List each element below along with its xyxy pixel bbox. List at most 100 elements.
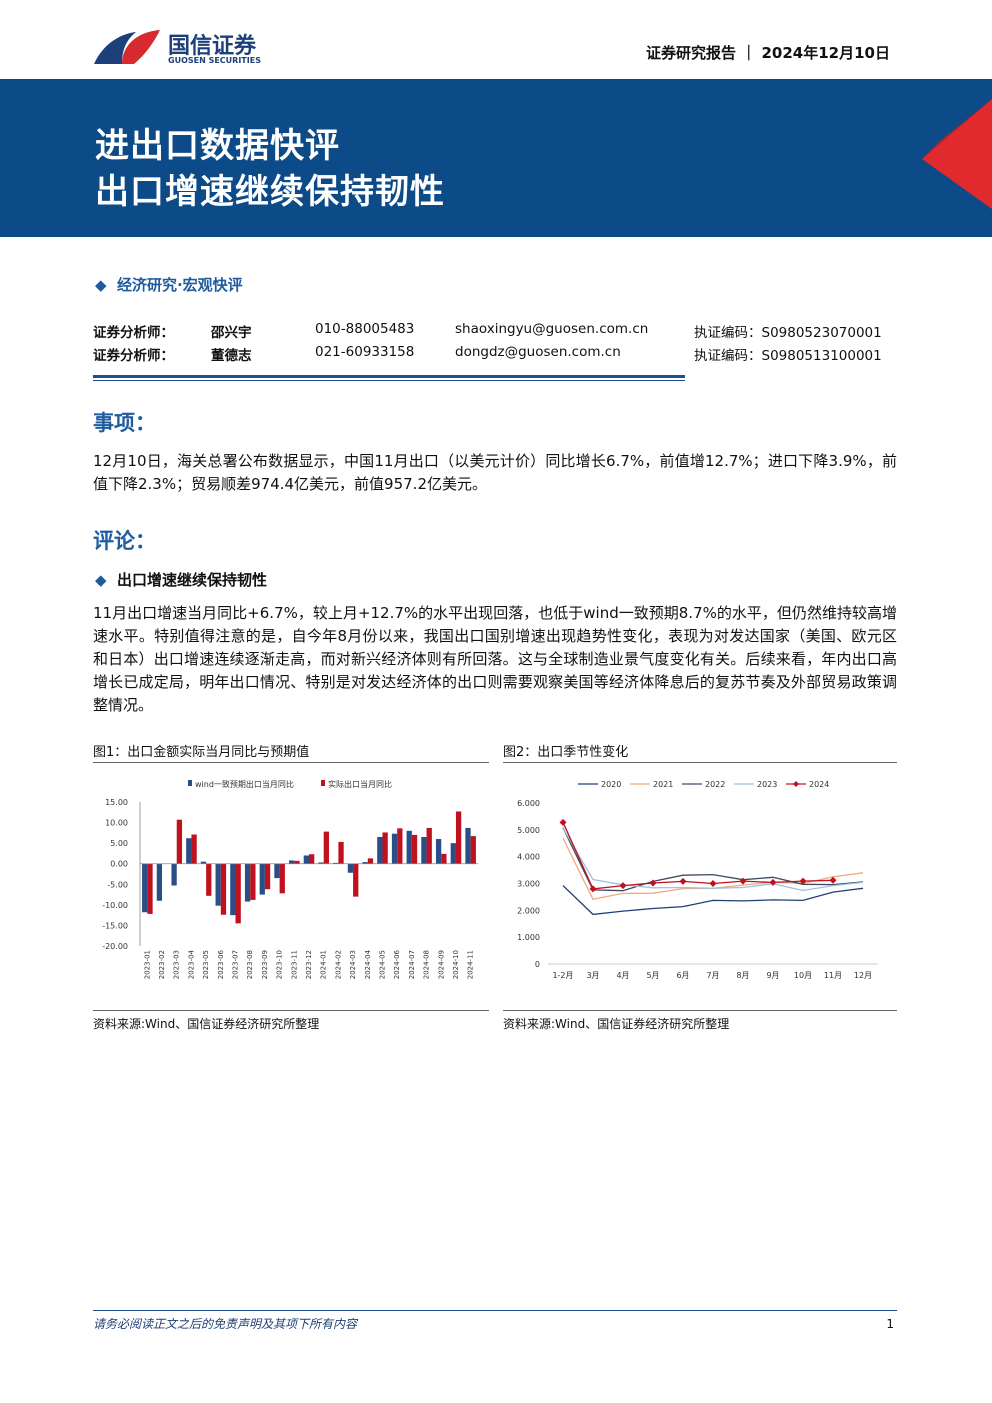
point-marker xyxy=(799,877,807,885)
bar xyxy=(279,863,285,894)
figure-caption: 图2：出口季节性变化 xyxy=(503,745,629,760)
x-tick-label: 2024-08 xyxy=(423,950,431,979)
x-tick-label: 3月 xyxy=(586,971,599,980)
x-tick-label: 12月 xyxy=(854,971,872,980)
bar xyxy=(235,863,241,924)
banner-title: 进出口数据快评 xyxy=(95,126,340,166)
bar xyxy=(244,863,251,902)
point-marker xyxy=(739,877,747,885)
paragraph: 12月10日，海关总署公布数据显示，中国11月出口（以美元计价）同比增长6.7%… xyxy=(93,452,897,493)
series-line xyxy=(562,885,864,916)
y-tick-label: 1.000 xyxy=(517,933,540,942)
report-meta: 证券研究报告 ｜ 2024年12月10日 xyxy=(646,44,890,62)
x-tick-label: 11月 xyxy=(824,971,842,980)
x-tick-label: 2024-06 xyxy=(393,949,401,979)
disclaimer: 请务必阅读正文之后的免责声明及其项下所有内容 xyxy=(93,1317,358,1331)
x-tick-label: 2023-01 xyxy=(143,950,151,979)
series-line xyxy=(562,827,864,892)
category: ◆ 经济研究·宏观快评 xyxy=(95,276,243,294)
rule xyxy=(503,762,897,763)
legend-label: 2024 xyxy=(809,780,829,789)
category-text: 经济研究·宏观快评 xyxy=(116,276,243,294)
analyst-field: dongdz@guosen.com.cn xyxy=(455,344,621,360)
chart: 6.000 5.000 4.000 3.000 2.000 1.000 0 2020 2021 2… xyxy=(517,780,878,980)
point-marker xyxy=(589,885,597,893)
x-tick-label: 2023-08 xyxy=(246,950,254,979)
x-tick-label: 2023-05 xyxy=(202,950,210,979)
rule xyxy=(93,1310,897,1311)
legend-label: 实际出口当月同比 xyxy=(328,779,392,789)
bar xyxy=(411,834,418,864)
point-marker xyxy=(709,880,717,887)
legend-label: 2021 xyxy=(653,780,673,789)
analyst-field: 邵兴宇 xyxy=(211,325,252,341)
y-tick-label: 6.000 xyxy=(517,799,540,808)
bar xyxy=(230,863,236,916)
rule xyxy=(93,762,489,763)
point-marker xyxy=(559,818,567,826)
x-tick-label: 8月 xyxy=(736,971,749,980)
bar xyxy=(191,834,197,864)
point-marker xyxy=(619,882,627,890)
bar xyxy=(171,863,177,886)
bar xyxy=(294,860,300,864)
banner-subtitle: 出口增速继续保持韧性 xyxy=(95,172,445,212)
x-tick-label: 2024-11 xyxy=(467,950,475,979)
bar xyxy=(303,855,309,864)
y-tick-label: -20.00 xyxy=(102,942,128,951)
bar xyxy=(441,853,447,864)
y-tick-label: -10.00 xyxy=(102,901,128,910)
y-tick-label: -5.00 xyxy=(107,880,128,889)
x-tick-label: 2024-10 xyxy=(452,950,460,979)
legend-label: wind一致预期出口当月同比 xyxy=(195,779,294,789)
bar xyxy=(333,862,339,864)
x-tick-label: 2023-10 xyxy=(276,950,284,979)
subheading-text: 出口增速继续保持韧性 xyxy=(117,571,268,589)
y-tick-label: 15.00 xyxy=(105,798,128,807)
brand-en: GUOSEN SECURITIES xyxy=(168,56,261,65)
bar xyxy=(465,827,471,864)
x-tick-label: 2024-09 xyxy=(437,950,445,979)
bar xyxy=(367,858,374,864)
analyst-field: 021-60933158 xyxy=(315,344,415,360)
x-tick-label: 1-2月 xyxy=(552,971,573,980)
x-tick-label: 7月 xyxy=(706,971,719,980)
bar xyxy=(377,836,383,864)
x-tick-label: 2023-12 xyxy=(305,950,313,979)
bar xyxy=(397,828,403,864)
rule xyxy=(503,1010,897,1011)
bar xyxy=(353,863,359,897)
analyst-field: 010-88005483 xyxy=(315,321,415,337)
bar xyxy=(421,836,427,864)
point-marker xyxy=(679,877,687,885)
bar xyxy=(470,836,476,864)
bar xyxy=(323,831,329,864)
bar xyxy=(250,863,256,900)
analyst-field: 证券分析师： xyxy=(93,325,174,341)
page-number: 1 xyxy=(886,1317,894,1331)
brand: 国信证券 xyxy=(168,34,257,59)
bar xyxy=(206,863,212,896)
bar xyxy=(450,843,456,864)
rule xyxy=(93,375,685,381)
x-tick-label: 2023-07 xyxy=(232,950,240,979)
bar xyxy=(220,863,227,915)
x-tick-label: 6月 xyxy=(676,971,689,980)
bar xyxy=(309,854,315,864)
bar xyxy=(147,863,153,914)
y-tick-label: -15.00 xyxy=(102,921,128,930)
x-tick-label: 2024-05 xyxy=(378,950,386,979)
bar xyxy=(215,863,221,906)
banner xyxy=(0,79,992,237)
section-heading: 事项： xyxy=(93,411,156,435)
analyst-field: 执证编码：S0980513100001 xyxy=(694,348,882,364)
series-line xyxy=(562,827,864,892)
subheading: ◆ 出口增速继续保持韧性 xyxy=(95,571,268,589)
y-tick-label: 3.000 xyxy=(517,880,540,889)
figure-source: 资料来源:Wind、国信证券经济研究所整理 xyxy=(503,1017,730,1031)
bar xyxy=(156,863,163,901)
x-tick-label: 2024-02 xyxy=(334,950,342,979)
rule xyxy=(93,1010,489,1011)
banner-decor xyxy=(922,99,992,209)
bar xyxy=(435,839,442,864)
